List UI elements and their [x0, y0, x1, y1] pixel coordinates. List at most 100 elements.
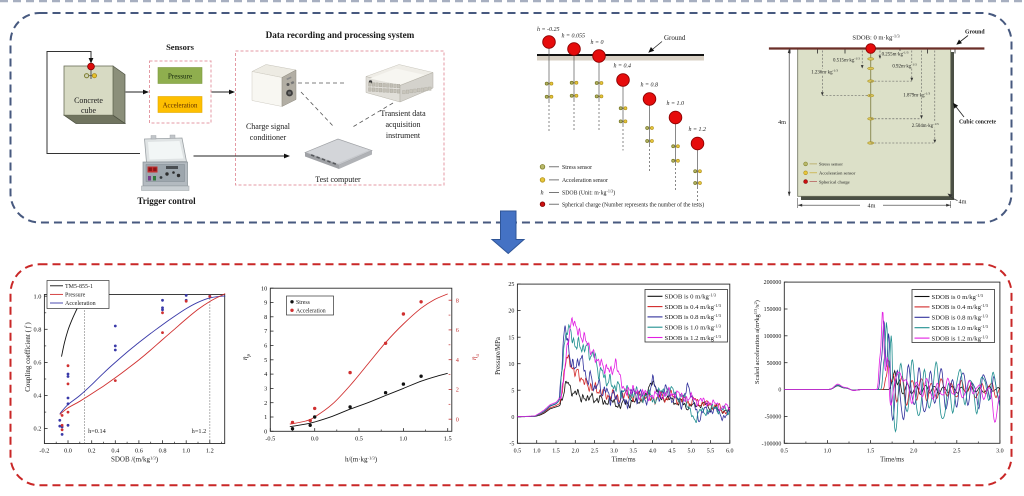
svg-text:100000: 100000 [764, 334, 782, 340]
svg-text:TM5-855-1: TM5-855-1 [65, 284, 93, 290]
svg-text:Acceleration sensor: Acceleration sensor [562, 178, 608, 184]
svg-text:1.0: 1.0 [399, 436, 407, 443]
svg-text:Charge signal: Charge signal [246, 122, 291, 131]
svg-text:0.92m·kg-1/3: 0.92m·kg-1/3 [892, 63, 917, 70]
svg-text:1.0: 1.0 [182, 448, 190, 455]
svg-text:9: 9 [264, 300, 267, 307]
svg-text:0.515m·kg-1/3: 0.515m·kg-1/3 [833, 57, 860, 64]
svg-text:h = 1.2: h = 1.2 [689, 127, 707, 133]
svg-text:Data recording and processing: Data recording and processing system [266, 30, 415, 40]
svg-text:0.0: 0.0 [64, 448, 72, 455]
svg-text:Stress sensor: Stress sensor [819, 162, 843, 167]
svg-text:h = 0: h = 0 [591, 40, 604, 46]
svg-text:2.5: 2.5 [591, 449, 599, 455]
svg-text:3.0: 3.0 [996, 449, 1004, 455]
svg-text:conditioner: conditioner [250, 133, 287, 142]
svg-text:5.0: 5.0 [687, 449, 695, 455]
svg-text:Test computer: Test computer [315, 175, 361, 184]
svg-text:Pressure: Pressure [65, 293, 86, 299]
svg-text:3.0: 3.0 [610, 449, 618, 455]
svg-text:Pressure/MPa: Pressure/MPa [495, 337, 502, 375]
svg-text:SDOB is 1.2 m/kg-1/3: SDOB is 1.2 m/kg-1/3 [932, 334, 989, 343]
svg-text:h: h [541, 190, 544, 197]
svg-text:-100000: -100000 [762, 441, 782, 447]
svg-text:15: 15 [508, 335, 514, 341]
svg-text:3.5: 3.5 [630, 449, 638, 455]
svg-text:SDOB is 0 m/kg-1/3: SDOB is 0 m/kg-1/3 [932, 292, 984, 301]
svg-text:5.5: 5.5 [707, 449, 715, 455]
svg-text:1.5: 1.5 [444, 436, 452, 443]
svg-text:SDOB /(m/kg1/3): SDOB /(m/kg1/3) [111, 455, 159, 464]
svg-text:h = 0.4: h = 0.4 [614, 63, 632, 70]
svg-text:2.5: 2.5 [953, 449, 961, 455]
svg-text:Cubic concrete: Cubic concrete [959, 120, 997, 126]
svg-text:-0.5: -0.5 [265, 436, 275, 443]
svg-text:SDOB is 1.2 m/kg-1/3: SDOB is 1.2 m/kg-1/3 [665, 333, 722, 342]
svg-text:Concrete: Concrete [74, 96, 103, 105]
svg-text:SDOB: 0 m·kg-1/3: SDOB: 0 m·kg-1/3 [852, 33, 900, 42]
svg-text:2: 2 [456, 387, 459, 394]
svg-text:h/(m·kg-1/3): h/(m·kg-1/3) [345, 455, 378, 464]
svg-text:ηa: ηa [470, 354, 481, 360]
svg-text:0.0: 0.0 [311, 436, 319, 443]
svg-text:0: 0 [511, 415, 514, 421]
svg-text:0.5: 0.5 [514, 449, 522, 455]
svg-text:SDOB is 1.0 m/kg-1/3: SDOB is 1.0 m/kg-1/3 [665, 323, 722, 332]
svg-text:200000: 200000 [764, 280, 782, 286]
svg-text:Coupling coefficient ( f ): Coupling coefficient ( f ) [24, 322, 32, 392]
svg-text:cube: cube [81, 106, 97, 115]
svg-text:3: 3 [264, 385, 267, 392]
svg-text:Transient data: Transient data [380, 109, 426, 118]
svg-text:4: 4 [264, 371, 268, 378]
svg-text:5: 5 [511, 388, 514, 394]
svg-text:0: 0 [456, 416, 459, 423]
svg-text:8: 8 [264, 314, 267, 321]
svg-text:4.0: 4.0 [649, 449, 657, 455]
svg-text:SDOB is 0 m/kg-1/3: SDOB is 0 m/kg-1/3 [665, 292, 717, 301]
svg-text:SDOB (Unit: m·kg-1/3): SDOB (Unit: m·kg-1/3) [562, 188, 615, 197]
svg-text:acquisition: acquisition [385, 120, 420, 129]
svg-text:0.5: 0.5 [781, 449, 789, 455]
svg-text:-0.2: -0.2 [39, 448, 49, 455]
svg-text:4: 4 [456, 357, 460, 364]
svg-text:-50000: -50000 [765, 415, 782, 421]
svg-text:Acceleration: Acceleration [65, 301, 96, 307]
svg-text:6: 6 [456, 327, 459, 334]
svg-text:5: 5 [264, 357, 267, 364]
svg-text:1.0: 1.0 [34, 293, 42, 300]
svg-text:8: 8 [456, 297, 459, 304]
svg-text:h = 0.055: h = 0.055 [562, 34, 586, 40]
svg-text:Spherical charge: Spherical charge [819, 179, 850, 184]
svg-text:50000: 50000 [767, 361, 782, 367]
svg-text:0.8: 0.8 [34, 326, 42, 333]
svg-text:0.6: 0.6 [34, 360, 42, 367]
svg-text:Acceleration sensor: Acceleration sensor [819, 171, 856, 176]
svg-text:ηp: ηp [241, 354, 252, 360]
svg-text:1.236m·kg-1/3: 1.236m·kg-1/3 [811, 69, 838, 76]
svg-text:Trigger control: Trigger control [137, 196, 196, 206]
svg-text:0: 0 [264, 428, 267, 435]
svg-text:Scaled acceleration a(m•kg1/3/: Scaled acceleration a(m•kg1/3/s2) [753, 300, 762, 384]
svg-text:Ground: Ground [965, 30, 985, 36]
svg-text:SDOB is 0.8 m/kg-1/3: SDOB is 0.8 m/kg-1/3 [932, 313, 989, 322]
svg-text:0.6: 0.6 [135, 448, 143, 455]
svg-text:2: 2 [264, 400, 267, 407]
svg-text:6: 6 [264, 343, 267, 350]
svg-text:Spherical charge (Number repre: Spherical charge (Number represents the … [562, 201, 704, 208]
svg-text:Ground: Ground [664, 34, 686, 42]
svg-text:25: 25 [508, 282, 514, 288]
svg-text:2.504m·kg-1/3: 2.504m·kg-1/3 [912, 122, 939, 129]
svg-text:h = 1.0: h = 1.0 [667, 101, 685, 107]
svg-text:Stress: Stress [296, 300, 311, 306]
svg-text:SDOB is 0.8 m/kg-1/3: SDOB is 0.8 m/kg-1/3 [665, 313, 722, 322]
svg-text:2.0: 2.0 [910, 449, 918, 455]
svg-text:0.2: 0.2 [34, 426, 42, 433]
svg-text:1: 1 [264, 414, 267, 421]
svg-text:1.5: 1.5 [867, 449, 875, 455]
svg-text:1.5: 1.5 [552, 449, 560, 455]
svg-text:4.5: 4.5 [668, 449, 676, 455]
svg-text:h = 0.8: h = 0.8 [641, 83, 659, 89]
svg-text:1.0: 1.0 [824, 449, 832, 455]
svg-text:4m: 4m [778, 119, 786, 126]
svg-text:instrument: instrument [386, 131, 421, 140]
